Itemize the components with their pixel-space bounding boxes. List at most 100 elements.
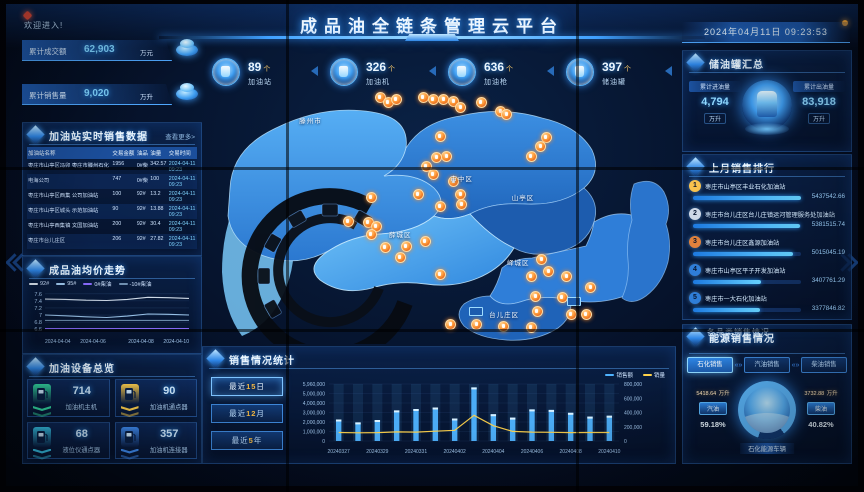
gas-station-marker[interactable]: [531, 305, 543, 317]
kpi-unit: 个: [506, 65, 514, 73]
legend-label: 92#: [40, 281, 50, 287]
gas-station-marker[interactable]: [420, 161, 432, 173]
coin-icon: [174, 78, 200, 104]
chevron-left-deco-icon: [8, 252, 22, 278]
device-stat-box: 90 加油机通点器: [114, 379, 197, 417]
device-stat-box: 714 加油机主机: [27, 379, 110, 417]
legend-item: 95#: [56, 280, 76, 288]
gas-station-marker[interactable]: [456, 198, 468, 210]
svg-text:7.4: 7.4: [34, 299, 42, 305]
range-button[interactable]: 最近5年: [211, 431, 283, 450]
gas-station-marker[interactable]: [365, 192, 377, 204]
gas-station-marker[interactable]: [419, 235, 431, 247]
svg-text:7.2: 7.2: [34, 306, 42, 312]
district-label: 峄城区: [506, 260, 530, 268]
legend-label: 销量: [653, 373, 665, 379]
gas-station-marker[interactable]: [535, 140, 547, 152]
gas-station-marker[interactable]: [525, 151, 537, 162]
rank-medal-icon: 4: [689, 264, 701, 276]
gas-station-marker[interactable]: [501, 108, 513, 120]
fuel-chip: 柴油: [806, 402, 835, 415]
gas-station-marker[interactable]: [427, 94, 439, 106]
table-row: 枣庄市山亭西集镇 文国加油站 200 92# 30.4 2024-04-11 09:23: [27, 219, 197, 234]
gas-station-marker[interactable]: [342, 216, 354, 228]
gas-station-marker[interactable]: [561, 270, 573, 282]
district-label: 台儿庄区: [489, 311, 520, 319]
chevron-down-icon: [33, 448, 51, 454]
rank-medal-icon: 2: [689, 208, 701, 220]
range-buttons: 最近15日最近12月最近5年: [211, 377, 283, 458]
stat-value: 83,918: [802, 96, 836, 108]
gas-station-marker[interactable]: [585, 282, 597, 294]
svg-text:1,000,000: 1,000,000: [303, 430, 325, 436]
device-stat-box: 68 液位仪通点器: [27, 421, 110, 460]
gas-station-marker[interactable]: [530, 291, 542, 303]
svg-text:20240327: 20240327: [328, 449, 350, 455]
rank-bar-track: [693, 196, 801, 200]
legend-swatch-icon: [56, 283, 66, 285]
gas-station-marker[interactable]: [379, 241, 391, 253]
gas-station-marker[interactable]: [448, 96, 460, 108]
range-button[interactable]: 最近15日: [211, 377, 283, 396]
gas-station-marker[interactable]: [434, 131, 446, 143]
gas-station-marker[interactable]: [441, 151, 453, 162]
gas-station-marker[interactable]: [525, 322, 537, 334]
gas-station-marker[interactable]: [536, 254, 548, 266]
gas-station-marker[interactable]: [475, 97, 487, 109]
fuel-dispenser-icon: [120, 426, 139, 447]
gas-station-marker[interactable]: [434, 200, 446, 212]
gas-station-marker[interactable]: [580, 309, 592, 320]
gas-station-marker[interactable]: [565, 309, 577, 320]
tab-gasoline-sales[interactable]: 汽油销售: [743, 357, 790, 373]
welcome-greeting: 欢迎进入!: [24, 21, 64, 30]
gas-station-marker[interactable]: [394, 252, 406, 264]
table-row: 枣庄市山亭区西集 公司加油站 100 92# 13.2 2024-04-11 09:23: [27, 189, 197, 204]
station-name: 枣庄市一大石化加油站: [705, 296, 767, 303]
gas-station-marker[interactable]: [543, 265, 555, 277]
gas-station-marker[interactable]: [431, 152, 443, 164]
section-diamond-icon: [26, 125, 45, 144]
tab-diesel-sales[interactable]: 柴油销售: [800, 357, 847, 373]
tank-icon: [739, 77, 795, 139]
table-column-header: 交易金额: [111, 147, 136, 159]
gas-station-marker[interactable]: [427, 168, 439, 180]
welcome-panel: 欢迎进入! 累计成交额 62,903 万元 累计销售量 9,020 万升: [22, 20, 200, 118]
tab-petro-sales[interactable]: 石化销售: [687, 357, 733, 373]
fuel-dispenser-icon: [33, 426, 51, 447]
gas-station-marker[interactable]: [540, 132, 552, 144]
map-shapes: [222, 109, 670, 344]
gas-station-marker[interactable]: [390, 94, 402, 106]
range-button[interactable]: 最近12月: [211, 404, 283, 423]
section-diamond-icon: [206, 349, 225, 368]
sales-chart: 5,960,000 5,000,000 4,000,000 3,000,000 …: [303, 382, 643, 455]
coin-icon: [174, 34, 200, 60]
gas-station-marker[interactable]: [525, 270, 537, 282]
kpi-value-row: 89 个: [248, 58, 272, 76]
fuel-percent: 40.82%: [808, 420, 834, 429]
view-more-link[interactable]: 查看更多>: [165, 134, 195, 141]
gas-station-marker[interactable]: [455, 102, 467, 114]
section-title: 加油设备总览: [49, 364, 115, 375]
district-label: 滕州市: [299, 117, 322, 125]
rank-value: 3407761.29: [811, 277, 845, 284]
legend-item: -10#柴油: [118, 280, 152, 288]
svg-text:0: 0: [322, 439, 325, 445]
gas-station-marker[interactable]: [365, 228, 377, 240]
wall-bezel: [576, 0, 579, 492]
table-cell: 枣庄市山亭区城头 示范加油站: [27, 204, 112, 219]
gas-station-marker[interactable]: [400, 240, 412, 252]
kpi-value: 636: [484, 59, 505, 74]
tank-summary-panel: 储油罐汇总 累计进油量 4,794 万升 累计出油量 83,918 万升: [682, 50, 852, 152]
kpi-cell: 636 个加油枪: [438, 52, 556, 92]
dispenser-icon: [330, 58, 358, 86]
gas-station-marker[interactable]: [448, 175, 460, 187]
gas-station-marker[interactable]: [434, 268, 446, 280]
gas-station-marker[interactable]: [412, 189, 424, 201]
stat-unit: 万升: [807, 113, 830, 124]
sales-stats-panel: 销售情况统计 销售额 销量 最近15日 最近12月 最近5年 5,960,000 5,…: [202, 346, 676, 464]
svg-text:7.6: 7.6: [34, 292, 42, 298]
realtime-sales-panel: 加油站实时销售数据 查看更多> 加油站名称 交易金额 油品 油量 交易时间 枣庄市山亭区…: [22, 122, 202, 256]
table-cell: 13.88: [149, 204, 168, 219]
